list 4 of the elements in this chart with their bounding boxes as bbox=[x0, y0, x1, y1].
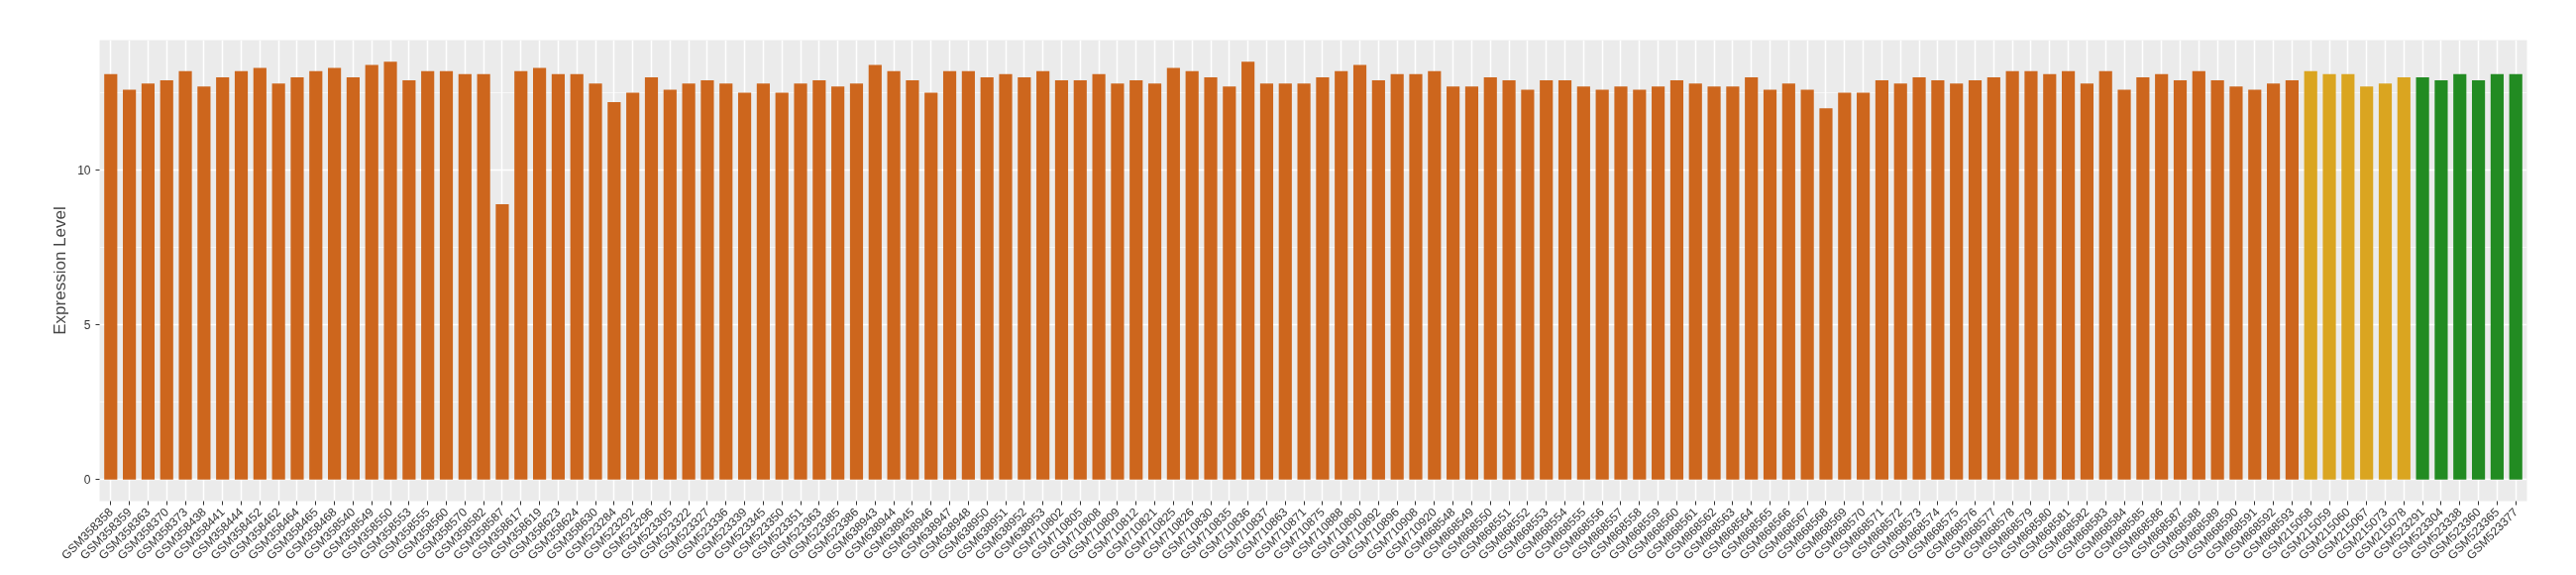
y-tick-label: 5 bbox=[83, 318, 91, 333]
y-axis-title: Expression Level bbox=[51, 206, 70, 335]
y-tick-label: 10 bbox=[77, 164, 91, 178]
y-tick-label: 0 bbox=[83, 473, 91, 488]
